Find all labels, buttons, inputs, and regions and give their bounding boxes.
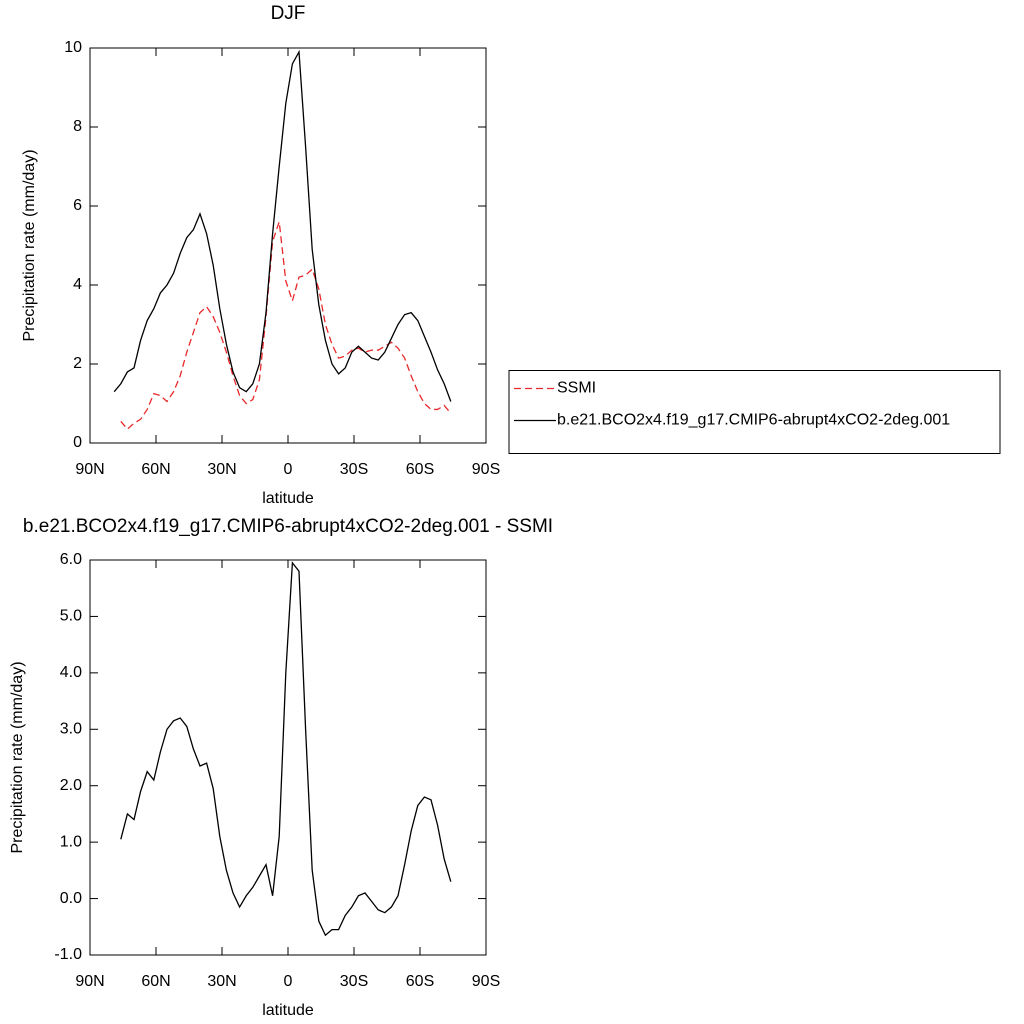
x-tick-label: 30N	[207, 973, 236, 990]
x-tick-label: 30S	[340, 973, 368, 990]
x-tick-label: 90N	[75, 973, 104, 990]
x-tick-label: 0	[284, 461, 293, 478]
data-line	[120, 221, 452, 431]
x-tick-label: 90S	[472, 973, 500, 990]
y-tick-label: 6	[73, 197, 82, 214]
y-tick-label: 0	[73, 434, 82, 451]
x-tick-label: 60S	[406, 973, 434, 990]
y-axis-label: Precipitation rate (mm/day)	[21, 149, 38, 341]
y-tick-label: 3.0	[60, 721, 82, 738]
chart-title: b.e21.BCO2x4.f19_g17.CMIP6-abrupt4xCO2-2…	[23, 516, 553, 537]
y-tick-label: 5.0	[60, 608, 82, 625]
y-tick-label: 2	[73, 355, 82, 372]
x-axis-label: latitude	[262, 490, 314, 507]
x-tick-label: 0	[284, 973, 293, 990]
y-tick-label: -1.0	[54, 946, 82, 963]
plot-frame	[89, 559, 487, 956]
x-tick-label: 30S	[340, 461, 368, 478]
y-tick-label: 4	[73, 276, 82, 293]
x-tick-label: 90S	[472, 461, 500, 478]
y-tick-label: 1.0	[60, 833, 82, 850]
y-tick-label: 2.0	[60, 777, 82, 794]
legend-label: b.e21.BCO2x4.f19_g17.CMIP6-abrupt4xCO2-2…	[557, 412, 950, 429]
data-line	[120, 561, 452, 937]
data-line	[113, 49, 452, 402]
x-tick-label: 60S	[406, 461, 434, 478]
x-axis-label: latitude	[262, 1002, 314, 1019]
y-tick-label: 0.0	[60, 890, 82, 907]
y-tick-label: 4.0	[60, 664, 82, 681]
plot-frame	[89, 47, 487, 444]
x-tick-label: 60N	[141, 973, 170, 990]
y-tick-label: 6.0	[60, 551, 82, 568]
y-tick-label: 8	[73, 118, 82, 135]
chart-title: DJF	[271, 3, 306, 24]
y-tick-label: 10	[64, 39, 82, 56]
legend-label: SSMI	[557, 380, 596, 397]
x-tick-label: 30N	[207, 461, 236, 478]
x-tick-label: 60N	[141, 461, 170, 478]
x-tick-label: 90N	[75, 461, 104, 478]
y-axis-label: Precipitation rate (mm/day)	[9, 661, 26, 853]
legend-box	[508, 370, 1001, 454]
